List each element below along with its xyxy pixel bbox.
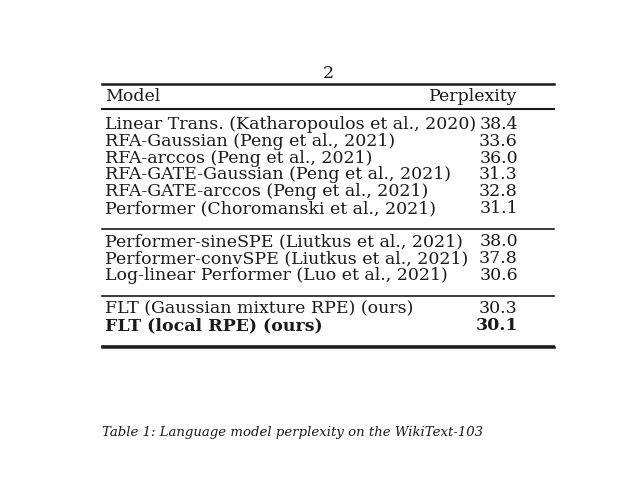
Text: 37.8: 37.8 [479,250,518,267]
Text: Model: Model [105,88,160,105]
Text: FLT (local RPE) (ours): FLT (local RPE) (ours) [105,317,323,334]
Text: RFA-GATE-Gaussian (Peng et al., 2021): RFA-GATE-Gaussian (Peng et al., 2021) [105,166,451,183]
Text: Performer (Choromanski et al., 2021): Performer (Choromanski et al., 2021) [105,200,436,217]
Text: 36.0: 36.0 [479,149,518,166]
Text: RFA-arccos (Peng et al., 2021): RFA-arccos (Peng et al., 2021) [105,149,372,166]
Text: 31.3: 31.3 [479,166,518,183]
Text: 30.1: 30.1 [476,317,518,334]
Text: Performer-sineSPE (Liutkus et al., 2021): Performer-sineSPE (Liutkus et al., 2021) [105,233,463,250]
Text: 2: 2 [323,65,333,82]
Text: RFA-Gaussian (Peng et al., 2021): RFA-Gaussian (Peng et al., 2021) [105,132,395,149]
Text: Perplexity: Perplexity [429,88,518,105]
Text: Log-linear Performer (Luo et al., 2021): Log-linear Performer (Luo et al., 2021) [105,267,447,284]
Text: Linear Trans. (Katharopoulos et al., 2020): Linear Trans. (Katharopoulos et al., 202… [105,115,476,132]
Text: Table 1: Language model perplexity on the WikiText-103: Table 1: Language model perplexity on th… [102,425,483,438]
Text: 30.3: 30.3 [479,300,518,317]
Text: 32.8: 32.8 [479,183,518,200]
Text: RFA-GATE-arccos (Peng et al., 2021): RFA-GATE-arccos (Peng et al., 2021) [105,183,428,200]
Text: 31.1: 31.1 [479,200,518,217]
Text: Performer-convSPE (Liutkus et al., 2021): Performer-convSPE (Liutkus et al., 2021) [105,250,468,267]
Text: 33.6: 33.6 [479,132,518,149]
Text: 38.0: 38.0 [479,233,518,250]
Text: FLT (Gaussian mixture RPE) (ours): FLT (Gaussian mixture RPE) (ours) [105,300,413,317]
Text: 38.4: 38.4 [479,115,518,132]
Text: 30.6: 30.6 [479,267,518,284]
